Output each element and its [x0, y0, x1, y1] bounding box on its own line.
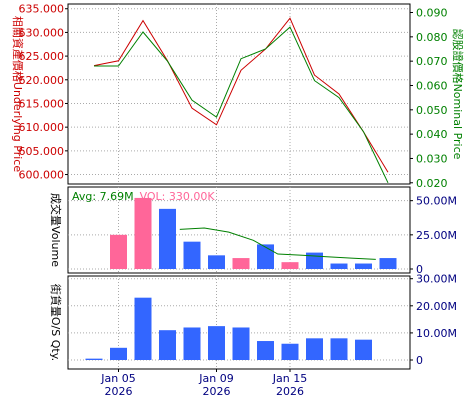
os-qty-tick-label: 10.00M	[416, 327, 457, 340]
volume-bar	[110, 234, 127, 269]
right-tick-label: 0.040	[416, 128, 448, 141]
volume-bar	[281, 262, 299, 269]
os-qty-bar	[159, 330, 176, 360]
right-tick-label: 0.050	[416, 104, 448, 117]
os-qty-axis-label: 街貨量O/S Qty.	[49, 284, 63, 361]
left-tick-label: 620.000	[19, 74, 65, 87]
left-tick-label: 625.000	[19, 50, 65, 63]
x-tick-label-date: Jan 09	[198, 372, 233, 385]
os-qty-bar	[85, 358, 103, 360]
volume-bar	[232, 258, 250, 269]
left-tick-label: 600.000	[19, 169, 65, 182]
os-qty-tick-label: 0	[416, 354, 423, 367]
volume-bar	[208, 255, 225, 269]
volume-bar	[355, 263, 372, 269]
right-tick-label: 0.070	[416, 55, 448, 68]
volume-bar	[134, 197, 152, 269]
underlying-price-line	[93, 17, 389, 173]
volume-bar	[379, 258, 397, 269]
os-qty-bar	[257, 341, 274, 360]
os-qty-bar	[183, 327, 201, 360]
left-tick-label: 630.000	[19, 26, 65, 39]
os-qty-bar	[208, 326, 225, 360]
volume-average-line	[179, 227, 376, 260]
os-qty-tick-label: 30.00M	[416, 273, 457, 286]
volume-bar	[257, 244, 274, 269]
left-tick-label: 635.000	[19, 3, 65, 16]
os-qty-bar	[330, 338, 348, 360]
left-axis-label: 相關資產價格Underlying Price	[11, 16, 25, 172]
volume-tick-label: 50.00M	[416, 195, 457, 208]
left-tick-label: 605.000	[19, 145, 65, 158]
volume-legend-vol: VOL: 330.00K	[140, 190, 216, 203]
os-qty-bar	[232, 327, 250, 360]
volume-legend-avg: Avg: 7.69M	[72, 190, 134, 203]
right-tick-label: 0.060	[416, 79, 448, 92]
os-qty-bar	[110, 347, 127, 360]
left-tick-label: 610.000	[19, 121, 65, 134]
volume-bar	[330, 263, 348, 269]
x-tick-label-year: 2026	[105, 385, 133, 398]
os-qty-tick-label: 20.00M	[416, 300, 457, 313]
volume-bar	[306, 252, 323, 269]
right-tick-label: 0.080	[416, 31, 448, 44]
x-tick-label-date: Jan 15	[272, 372, 307, 385]
volume-tick-label: 0	[416, 263, 423, 276]
right-tick-label: 0.090	[416, 7, 448, 20]
volume-bar	[159, 208, 176, 269]
nominal-price-line	[94, 26, 389, 184]
x-tick-label-year: 2026	[203, 385, 231, 398]
volume-bar	[183, 241, 201, 269]
right-axis-label: 認股證價格Nominal Price	[451, 29, 465, 160]
x-tick-label-year: 2026	[276, 385, 304, 398]
right-tick-label: 0.020	[416, 177, 448, 190]
os-qty-bar	[355, 339, 372, 360]
os-qty-bar	[281, 343, 299, 360]
volume-tick-label: 25.00M	[416, 229, 457, 242]
volume-axis-label: 成交量Volume	[49, 193, 63, 267]
os-qty-bar	[134, 297, 152, 360]
price-panel	[67, 3, 411, 185]
x-tick-label-date: Jan 05	[100, 372, 135, 385]
left-tick-label: 615.000	[19, 97, 65, 110]
os-qty-bar	[306, 338, 323, 360]
right-tick-label: 0.030	[416, 152, 448, 165]
volume-legend: Avg: 7.69M VOL: 330.00K	[72, 190, 215, 203]
